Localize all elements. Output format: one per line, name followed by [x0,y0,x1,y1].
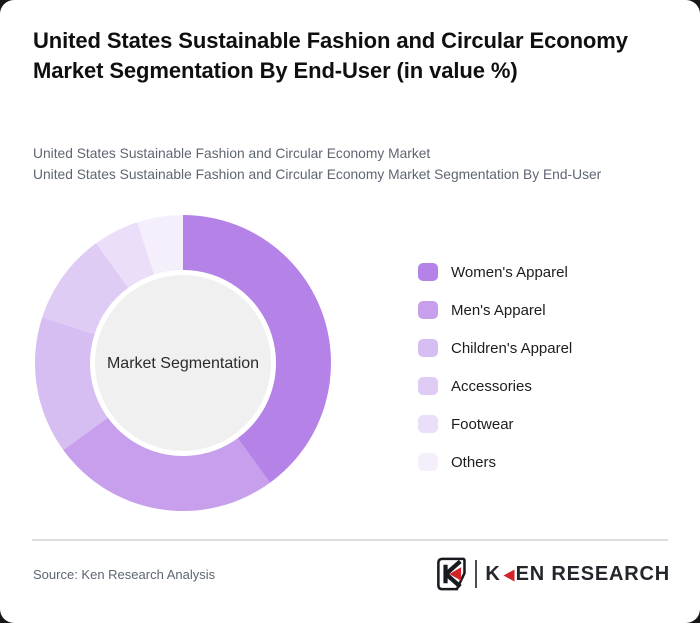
donut-segment-6[interactable] [137,215,183,275]
chart-legend: Women's Apparel Men's Apparel Children's A… [418,262,572,472]
legend-swatch [418,453,438,471]
donut-center-label: Market Segmentation [106,355,260,372]
legend-label: Men's Apparel [451,301,546,319]
legend-swatch [418,339,438,357]
ken-research-emblem-icon [436,557,466,591]
logo-separator [474,560,478,588]
legend-label: Women's Apparel [451,263,568,281]
legend-label: Footwear [451,415,514,433]
legend-swatch [418,377,438,395]
legend-label: Children's Apparel [451,339,573,357]
chart-subtitle-segmentation: United States Sustainable Fashion and Ci… [33,167,602,182]
legend-item-5[interactable]: Footwear [418,414,572,434]
legend-swatch [418,301,438,319]
legend-swatch [418,415,438,433]
donut-segment-2[interactable] [63,417,270,512]
red-triangle-icon [503,569,515,581]
legend-item-3[interactable]: Children's Apparel [418,338,572,358]
legend-label: Others [451,453,497,471]
footer: Source: Ken Research Analysis K EN RESEA… [33,552,670,596]
chart-subtitle-market: United States Sustainable Fashion and Ci… [33,146,431,161]
wordmark-rest: EN RESEARCH [515,562,670,585]
legend-item-1[interactable]: Women's Apparel [418,262,572,282]
donut-center-disc [95,275,271,451]
legend-item-2[interactable]: Men's Apparel [418,300,572,320]
donut-segment-4[interactable] [42,243,129,335]
legend-swatch [418,263,438,281]
donut-segment-1[interactable] [183,215,332,483]
ken-research-logo: K EN RESEARCH [435,557,670,591]
legend-item-6[interactable]: Others [418,452,572,472]
ken-research-wordmark: K EN RESEARCH [485,563,670,586]
wordmark-k: K [485,562,501,585]
donut-segment-5[interactable] [96,222,155,288]
legend-item-4[interactable]: Accessories [418,376,572,396]
footer-divider [32,539,668,541]
chart-title: United States Sustainable Fashion and Ci… [33,28,628,83]
donut-chart [35,215,332,512]
donut-segment-3[interactable] [35,317,108,450]
source-text: Source: Ken Research Analysis [33,566,216,582]
legend-label: Accessories [451,377,532,395]
